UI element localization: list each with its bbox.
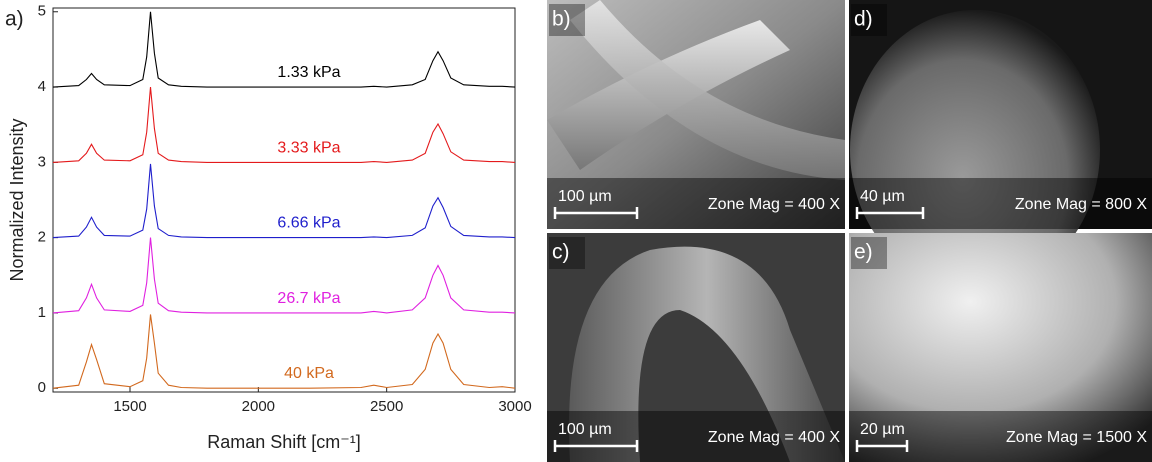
- magnification: Zone Mag = 1500 X: [1006, 429, 1147, 446]
- info-band: [547, 411, 845, 462]
- x-axis-label: Raman Shift [cm⁻¹]: [207, 432, 361, 452]
- label-bg: [851, 4, 887, 36]
- y-tick-label: 2: [38, 229, 46, 246]
- info-band: [849, 178, 1152, 229]
- y-tick-label: 1: [38, 304, 46, 321]
- panel-label: a): [5, 8, 24, 31]
- scale-label: 100 µm: [558, 421, 612, 438]
- sem-panels: b) 100 µm Zone Mag = 400 X d) 40 µm Zone Mag …: [547, 0, 1152, 462]
- series-label: 1.33 kPa: [277, 64, 340, 81]
- scale-label: 20 µm: [860, 421, 905, 438]
- panel-label: b): [552, 8, 571, 31]
- spectrum: [52, 237, 516, 314]
- x-tick-label: 1500: [113, 398, 146, 415]
- panel-label: c): [552, 241, 570, 264]
- spectrum: [52, 314, 516, 389]
- fiber: [570, 0, 845, 180]
- spectrum: [52, 163, 516, 239]
- spectrum: [52, 87, 516, 163]
- label-bg: [549, 237, 585, 269]
- sem-image: [849, 233, 1152, 462]
- raman-chart: 1500 2000 2500 3000 0 1 2 3 4 5 Raman Shift [cm⁻¹]…: [5, 3, 532, 452]
- x-tick-label: 2500: [370, 398, 403, 415]
- series-label: 40 kPa: [284, 365, 334, 382]
- y-tick-label: 5: [38, 3, 46, 20]
- y-tick-label: 4: [38, 78, 46, 95]
- y-tick-label: 0: [38, 379, 46, 396]
- y-axis-label: Normalized Intensity: [7, 118, 27, 281]
- magnification: Zone Mag = 800 X: [1015, 196, 1147, 213]
- x-tick-label: 3000: [498, 398, 531, 415]
- magnification: Zone Mag = 400 X: [708, 196, 840, 213]
- info-band: [849, 411, 1152, 462]
- y-tick-label: 3: [38, 153, 46, 170]
- series-label: 3.33 kPa: [277, 139, 340, 156]
- sphere: [850, 10, 1100, 290]
- panel-label: e): [854, 241, 873, 264]
- label-bg: [549, 4, 585, 36]
- fiber: [569, 246, 845, 462]
- scale-label: 100 µm: [558, 188, 612, 205]
- series-label: 26.7 kPa: [277, 290, 340, 307]
- series-label: 6.66 kPa: [277, 215, 340, 232]
- scale-label: 40 µm: [860, 188, 905, 205]
- magnification: Zone Mag = 400 X: [708, 429, 840, 446]
- label-bg: [851, 237, 887, 269]
- panel-label: d): [854, 8, 873, 31]
- plot-frame: [52, 7, 516, 393]
- spectrum: [52, 11, 516, 88]
- info-band: [547, 178, 845, 229]
- x-tick-label: 2000: [242, 398, 275, 415]
